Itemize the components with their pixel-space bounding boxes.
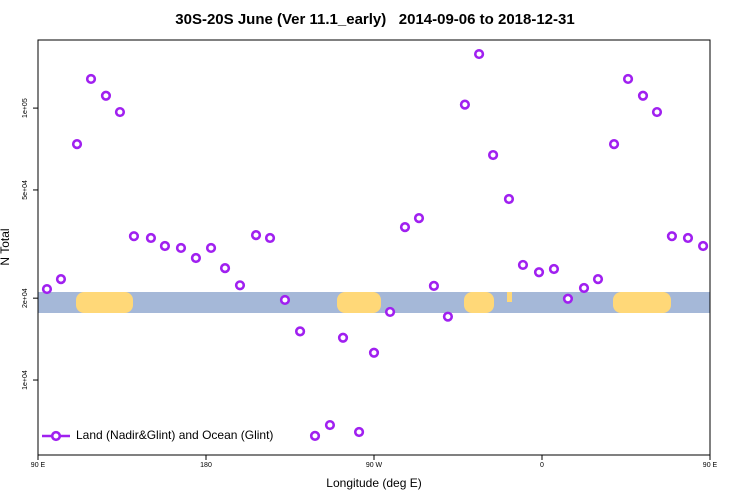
legend-label: Land (Nadir&Glint) and Ocean (Glint)	[76, 428, 273, 442]
point	[219, 262, 231, 274]
point	[697, 240, 709, 252]
land-ocean-strip	[38, 292, 710, 313]
point	[666, 231, 678, 242]
point	[399, 222, 411, 233]
point	[413, 212, 425, 224]
x-axis-label: Longitude (deg E)	[326, 476, 421, 490]
point	[428, 280, 440, 291]
point	[608, 139, 620, 150]
point	[637, 90, 649, 101]
point	[578, 282, 590, 294]
point	[562, 293, 574, 304]
point	[324, 419, 336, 431]
land-patch	[507, 292, 512, 302]
point	[622, 73, 634, 85]
point	[533, 267, 545, 278]
y-tick-label: 5e+04	[22, 180, 29, 200]
y-axis-label: N Total	[0, 228, 12, 265]
point	[234, 280, 246, 291]
point	[190, 252, 202, 264]
point	[384, 306, 396, 318]
point	[487, 149, 499, 161]
chart-title: 30S-20S June (Ver 11.1_early) 2014-09-06…	[175, 11, 574, 28]
point	[473, 48, 485, 60]
point	[442, 311, 454, 322]
x-tick-label: 0	[540, 462, 544, 469]
land-patch	[76, 292, 133, 313]
land-patch	[613, 292, 671, 313]
point	[175, 242, 187, 254]
point	[41, 283, 53, 295]
point	[459, 99, 471, 110]
point	[264, 232, 276, 244]
x-tick-label: 90 E	[703, 462, 718, 469]
x-tick-label: 180	[200, 462, 212, 469]
point	[651, 106, 663, 118]
point	[548, 263, 560, 275]
point	[353, 426, 365, 438]
point	[294, 326, 306, 337]
x-tick-label: 90 W	[366, 462, 383, 469]
legend-marker	[50, 430, 62, 442]
point	[128, 231, 140, 242]
point	[592, 274, 604, 285]
y-tick-label: 1e+05	[22, 98, 29, 118]
point	[71, 139, 83, 150]
y-tick-label: 2e+04	[22, 288, 29, 308]
point	[114, 106, 126, 118]
y-tick-label: 1e+04	[22, 370, 29, 390]
point	[159, 240, 171, 252]
point	[55, 274, 67, 285]
point	[368, 347, 380, 358]
point	[279, 294, 291, 306]
point	[682, 232, 694, 244]
point	[145, 232, 157, 244]
point	[205, 242, 217, 254]
point	[85, 73, 97, 85]
point	[517, 259, 529, 271]
point	[503, 193, 515, 205]
point	[100, 90, 112, 101]
point	[250, 230, 262, 241]
land-patch	[464, 292, 494, 313]
point	[337, 332, 349, 343]
point	[309, 430, 321, 442]
x-tick-label: 90 E	[31, 462, 46, 469]
land-patch	[337, 292, 381, 313]
